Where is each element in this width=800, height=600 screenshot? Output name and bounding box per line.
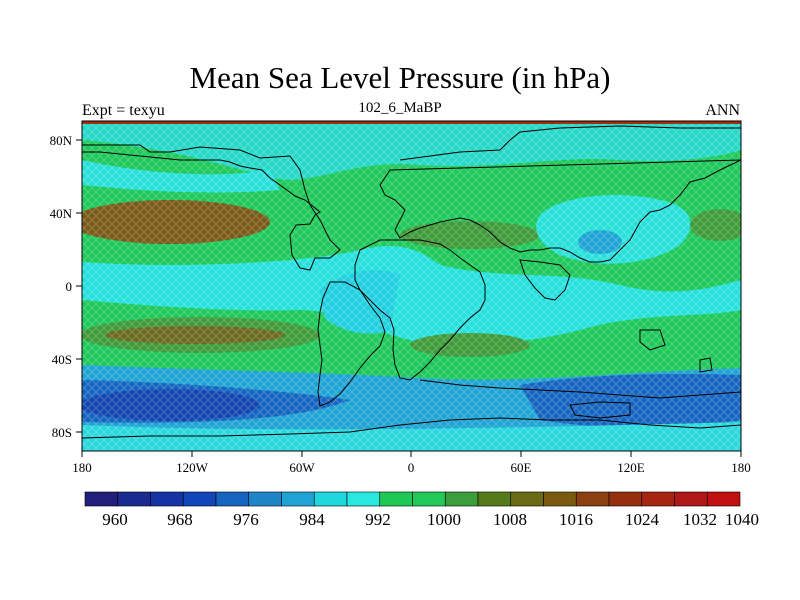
- x-tick-label: 180: [72, 460, 92, 475]
- x-tick-label: 120E: [617, 460, 645, 475]
- x-tick-label: 60W: [289, 460, 315, 475]
- coast-pacific-islands: [639, 329, 713, 373]
- colorbar: [84, 491, 741, 507]
- y-tick-label: 80S: [52, 425, 72, 440]
- colorbar-label: 1024: [625, 510, 660, 529]
- colorbar-box: [248, 491, 282, 507]
- colorbar-label: 1008: [493, 510, 527, 529]
- colorbar-box: [379, 491, 413, 507]
- y-tick-label: 40S: [52, 352, 72, 367]
- colorbar-box: [510, 491, 544, 507]
- colorbar-box: [543, 491, 577, 507]
- coast-south-america: [317, 281, 386, 407]
- colorbar-box: [477, 491, 512, 507]
- colorbar-box: [412, 491, 446, 507]
- colorbar-label: 984: [299, 510, 325, 529]
- colorbar-box: [281, 491, 315, 507]
- colorbar-box: [608, 491, 643, 507]
- coast-africa-arabia: [354, 239, 486, 381]
- colorbar-box: [117, 491, 151, 507]
- colorbar-box: [444, 491, 479, 507]
- colorbar-label: 992: [365, 510, 391, 529]
- coast-north-america: [82, 144, 341, 271]
- tick-marks: [76, 139, 742, 457]
- colorbar-box: [346, 491, 381, 507]
- colorbar-box: [575, 491, 610, 507]
- colorbar-label: 960: [102, 510, 128, 529]
- hatch-overlay: [82, 121, 741, 451]
- colorbar-labels: 960 968 976 984 992 1000 1008 1016 1024 …: [102, 510, 759, 529]
- coast-india: [519, 259, 571, 301]
- colorbar-box: [674, 491, 708, 507]
- colorbar-box: [150, 491, 184, 507]
- colorbar-label: 1016: [559, 510, 593, 529]
- colorbar-box: [641, 491, 675, 507]
- x-tick-label: 180: [731, 460, 751, 475]
- colorbar-label: 1040: [725, 510, 759, 529]
- colorbar-label: 1032: [683, 510, 717, 529]
- y-tick-label: 80N: [50, 133, 73, 148]
- colorbar-box: [182, 491, 217, 507]
- x-tick-label: 0: [408, 460, 415, 475]
- coastlines: [82, 125, 741, 439]
- colorbar-label: 968: [167, 510, 193, 529]
- y-tick-label: 40N: [50, 206, 73, 221]
- coast-australia-antarctica: [82, 379, 741, 439]
- colorbar-box: [313, 491, 348, 507]
- top-strip: [82, 121, 741, 124]
- x-tick-label: 120W: [176, 460, 209, 475]
- coast-eurasia: [379, 125, 741, 263]
- colorbar-box: [706, 491, 741, 507]
- colorbar-label: 1000: [427, 510, 461, 529]
- colorbar-box: [84, 491, 119, 507]
- pressure-field: [82, 121, 741, 451]
- colorbar-label: 976: [233, 510, 259, 529]
- y-tick-label: 0: [66, 279, 73, 294]
- map-title: Mean Sea Level Pressure (in hPa): [189, 60, 611, 95]
- experiment-label: Expt = texyu: [82, 102, 165, 119]
- period-label: 102_6_MaBP: [358, 100, 442, 116]
- colorbar-box: [215, 491, 250, 507]
- season-label: ANN: [705, 102, 740, 119]
- x-tick-label: 60E: [511, 460, 532, 475]
